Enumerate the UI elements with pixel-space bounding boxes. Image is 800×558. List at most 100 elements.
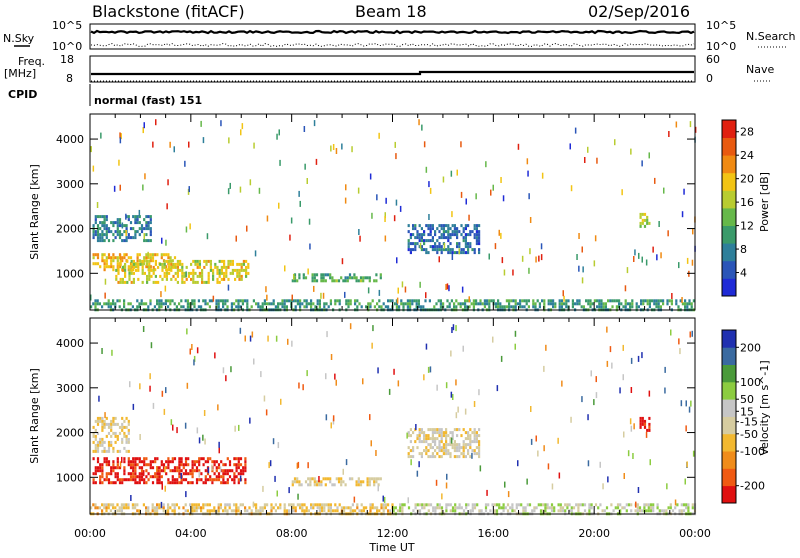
velocity-cell (360, 509, 363, 513)
power-cell (384, 305, 387, 309)
velocity-cell (112, 481, 115, 485)
power-cell (149, 239, 152, 243)
velocity-cell (191, 463, 194, 467)
power-cell (150, 268, 153, 272)
power-cell (407, 248, 410, 252)
power-cell (140, 299, 143, 303)
power-cell (345, 302, 348, 306)
power-cell (169, 302, 172, 306)
power-cell (338, 299, 341, 303)
power-cell (234, 268, 237, 272)
power-cell (587, 299, 590, 303)
power-cell (112, 233, 115, 237)
power-cell (346, 276, 349, 280)
power-cell (223, 265, 226, 269)
power-cell (667, 230, 669, 237)
power-cell (165, 271, 168, 275)
power-cell (322, 276, 325, 280)
velocity-cell (171, 469, 174, 473)
velocity-cell (307, 477, 310, 481)
velocity-cell (636, 509, 639, 513)
velocity-cell (647, 509, 650, 513)
velocity-cell (606, 360, 609, 367)
power-cell (268, 302, 271, 306)
velocity-cell (421, 503, 424, 507)
power-cell (483, 302, 486, 306)
velocity-cell (376, 506, 379, 510)
power-cell (277, 305, 280, 309)
power-cell (130, 268, 133, 272)
velocity-cell (263, 506, 266, 510)
velocity-cell (509, 506, 512, 510)
velocity-colorbar (721, 329, 737, 504)
velocity-cell (204, 478, 207, 482)
velocity-cell (288, 503, 291, 507)
velocity-cell (639, 416, 642, 420)
power-cell (593, 260, 596, 267)
power-cell (547, 299, 550, 303)
power-cell (263, 299, 266, 303)
velocity-cell (217, 472, 221, 476)
velocity-cell (132, 457, 135, 461)
velocity-cell (622, 374, 624, 381)
power-cell (517, 143, 520, 150)
velocity-cell (198, 460, 201, 464)
velocity-cell (480, 509, 483, 513)
power-colorbar-tick-label: 8 (740, 243, 747, 256)
velocity-cell (129, 381, 131, 388)
power-cell (236, 271, 239, 275)
velocity-cell (167, 506, 170, 510)
power-cell (302, 276, 305, 280)
velocity-cell (213, 460, 216, 464)
power-cell (112, 224, 115, 228)
velocity-cell (462, 446, 465, 450)
velocity-cell (366, 477, 369, 481)
power-cell (638, 252, 640, 259)
power-cell (428, 214, 430, 220)
velocity-cell (242, 472, 245, 476)
power-cell (116, 218, 119, 222)
velocity-cell (118, 431, 122, 435)
power-cell (604, 305, 607, 309)
velocity-cell (423, 449, 426, 453)
power-cell (92, 230, 95, 234)
velocity-cell (118, 509, 121, 513)
velocity-cell (103, 449, 106, 453)
velocity-cell (467, 452, 470, 456)
velocity-cell (246, 509, 249, 513)
power-cell (429, 239, 432, 243)
power-cell (149, 218, 152, 222)
power-cell (543, 305, 546, 309)
power-cell (279, 302, 282, 306)
velocity-cell (107, 449, 111, 453)
power-cell (362, 276, 365, 280)
power-cell (103, 265, 106, 269)
power-cell (313, 279, 316, 283)
velocity-cell (226, 457, 229, 461)
velocity-cell (478, 443, 481, 447)
velocity-cell (630, 425, 633, 432)
power-cell (233, 302, 236, 306)
velocity-cell (302, 384, 304, 391)
velocity-cell (112, 469, 115, 473)
velocity-cell (438, 455, 441, 459)
velocity-cell (489, 509, 492, 513)
power-cell (274, 305, 277, 309)
power-cell (164, 299, 167, 303)
velocity-cell (356, 506, 359, 510)
power-cell (406, 302, 409, 306)
velocity-cell (242, 466, 245, 470)
power-cell (420, 239, 423, 243)
power-cell (335, 148, 338, 154)
velocity-cell (206, 457, 210, 461)
velocity-cell (423, 374, 425, 381)
velocity-cell (610, 503, 613, 507)
velocity-cell (475, 440, 478, 444)
power-cell (643, 224, 647, 228)
power-cell (525, 302, 528, 306)
velocity-cell (180, 472, 182, 479)
power-cell (681, 297, 683, 303)
velocity-cell (359, 480, 363, 484)
power-cell (197, 299, 200, 303)
velocity-cell (94, 419, 97, 423)
